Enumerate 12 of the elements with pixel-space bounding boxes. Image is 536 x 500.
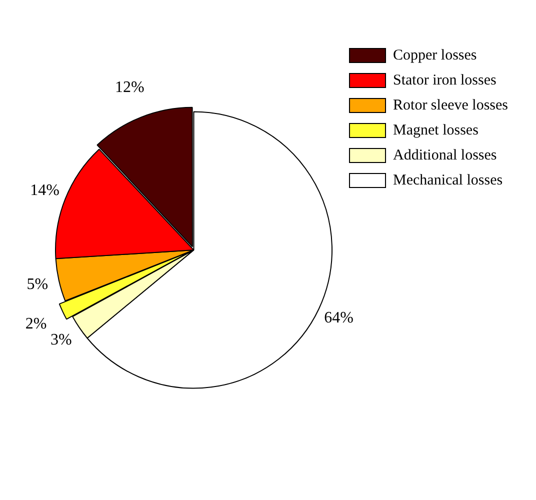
data-label: 14% (30, 182, 60, 200)
legend-label: Additional losses (393, 147, 497, 164)
legend-label: Copper losses (393, 47, 477, 64)
legend-label: Mechanical losses (393, 172, 503, 188)
legend-label: Magnet losses (393, 122, 479, 138)
data-label: 64% (324, 309, 354, 326)
data-label: 3% (50, 331, 72, 348)
data-label: 5% (26, 276, 48, 294)
data-label: 12% (114, 79, 144, 96)
legend-label: Rotor sleeve losses (393, 97, 508, 114)
legend-label: Stator iron losses (393, 72, 497, 88)
data-label: 2% (25, 315, 47, 332)
